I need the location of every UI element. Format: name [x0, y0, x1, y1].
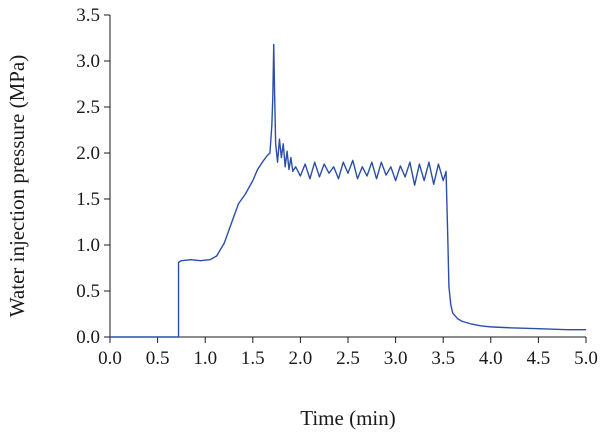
- x-tick-label: 2.5: [336, 348, 360, 369]
- x-tick-label: 2.0: [289, 348, 313, 369]
- x-tick-label: 0.0: [98, 348, 122, 369]
- y-tick-label: 0.0: [76, 327, 100, 348]
- x-tick-label: 1.0: [193, 348, 217, 369]
- x-tick-label: 0.5: [146, 348, 170, 369]
- y-tick-label: 1.0: [76, 235, 100, 256]
- x-tick-label: 5.0: [574, 348, 598, 369]
- series-layer: [110, 43, 586, 338]
- x-tick-label: 4.0: [479, 348, 503, 369]
- y-axis: 0.0 0.5 1.0 1.5 2.0 2.5 3.0 3.5: [76, 5, 111, 348]
- x-axis-title: Time (min): [300, 406, 395, 430]
- y-tick-label: 3.5: [76, 5, 100, 26]
- x-axis: 0.0 0.5 1.0 1.5 2.0 2.5 3.0 3.5 4.0 4.5 5.0: [98, 336, 598, 369]
- y-tick-label: 3.0: [76, 51, 100, 72]
- y-tick-label: 2.0: [76, 143, 100, 164]
- y-tick-label: 0.5: [76, 281, 100, 302]
- y-tick-label: 1.5: [76, 189, 100, 210]
- x-tick-label: 3.5: [431, 348, 455, 369]
- x-tick-label: 4.5: [527, 348, 551, 369]
- x-tick-label: 1.5: [241, 348, 265, 369]
- series-line-1: [110, 43, 586, 338]
- y-axis-title: Water injection pressure (MPa): [5, 55, 29, 317]
- x-tick-label: 3.0: [384, 348, 408, 369]
- y-tick-label: 2.5: [76, 97, 100, 118]
